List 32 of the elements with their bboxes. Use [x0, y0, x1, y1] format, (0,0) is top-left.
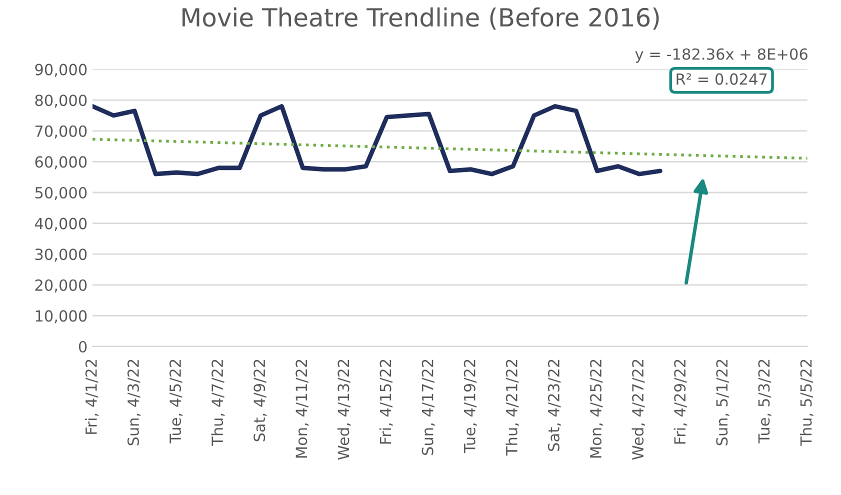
- x-tick-label: Fri, 4/1/22: [85, 360, 98, 434]
- x-tick-label: Sun, 4/3/22: [127, 360, 141, 446]
- line-series: [92, 104, 662, 176]
- y-tick-label: 40,000: [34, 218, 87, 231]
- x-tick-label: Wed, 4/27/22: [632, 360, 646, 460]
- x-tick-label: Sun, 4/17/22: [422, 360, 435, 455]
- x-tick-label: Thu, 4/7/22: [211, 360, 225, 446]
- y-tick-label: 30,000: [35, 248, 87, 262]
- x-tick-label: Fri, 4/29/22: [674, 360, 688, 444]
- y-tick-label: 80,000: [35, 94, 87, 108]
- x-tick-label: Wed, 4/13/22: [337, 360, 351, 460]
- x-tick-label: Thu, 5/5/22: [800, 360, 814, 446]
- x-tick-label: Tue, 5/3/22: [758, 360, 772, 444]
- y-tick-label: 10,000: [36, 310, 87, 324]
- x-tick-label: Thu, 4/21/22: [506, 360, 519, 456]
- x-tick-label: Sat, 4/23/22: [548, 360, 562, 451]
- y-tick-label: 70,000: [35, 125, 87, 138]
- y-tick-label: 90,000: [35, 64, 87, 77]
- y-tick-label: 50,000: [35, 186, 87, 200]
- x-tick-label: Sun, 5/1/22: [716, 360, 730, 446]
- x-tick-label: Tue, 4/5/22: [169, 360, 183, 444]
- chart-title: Movie Theatre Trendline (Before 2016): [182, 7, 659, 30]
- x-tick-label: Mon, 4/25/22: [590, 360, 604, 458]
- annotation: R² = 0.0247: [676, 73, 767, 85]
- x-tick-label: Sat, 4/9/22: [254, 360, 267, 442]
- y-tick-label: 60,000: [35, 156, 87, 170]
- x-tick-label: Tue, 4/19/22: [464, 360, 477, 454]
- text: y = -182.36x + 8E+06: [635, 48, 808, 63]
- y-tick-label: 0: [78, 340, 87, 353]
- y-tick-label: 20,000: [35, 279, 87, 292]
- x-tick-label: Fri, 4/15/22: [379, 360, 393, 444]
- x-tick-label: Mon, 4/11/22: [296, 360, 309, 458]
